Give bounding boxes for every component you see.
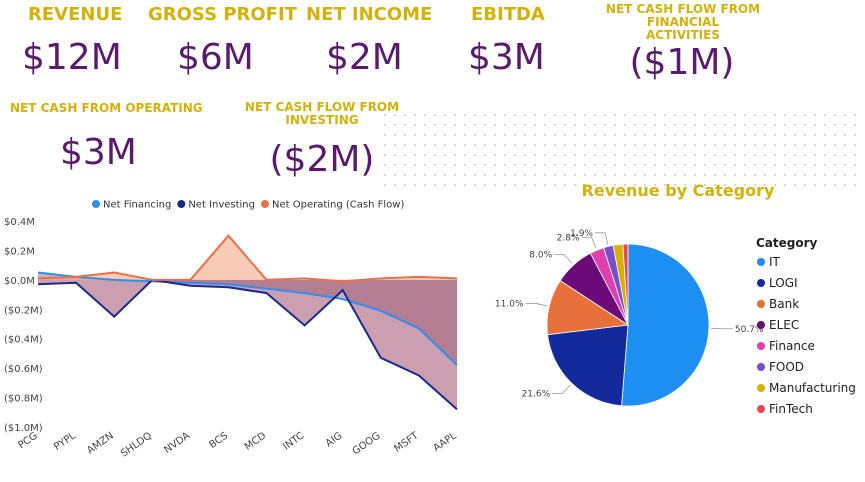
pie-label-finance: 2.8%	[557, 233, 580, 243]
x-tick-label: BCS	[207, 430, 230, 450]
legend-marker-manufacturing	[757, 384, 765, 392]
legend-label-finance: Finance	[769, 339, 815, 353]
net-cash-investing-label: NET CASH FLOW FROM INVESTING	[237, 100, 407, 128]
legend-label-fintech: FinTech	[769, 402, 813, 416]
legend-marker-bank	[757, 300, 765, 308]
pie-leader-logi	[552, 384, 571, 394]
pie-slice-elec	[559, 252, 630, 327]
pie-slice-logi	[547, 324, 629, 407]
net-cash-financial-label: NET CASH FLOW FROM FINANCIAL ACTIVITIES	[568, 2, 798, 43]
revenue-value: $12M	[22, 37, 122, 78]
legend-label-elec: ELEC	[769, 318, 799, 332]
pie-slice-it	[621, 243, 710, 407]
legend-title: Category	[756, 236, 818, 250]
net-cash-financial-label-line2: ACTIVITIES	[646, 28, 720, 43]
x-tick-label: MCD	[243, 430, 269, 453]
x-tick-label: PYPL	[52, 430, 78, 453]
pie-slice-food	[603, 244, 629, 326]
y-tick-label: ($0.4M)	[4, 335, 43, 346]
net-income-label: NET INCOME	[306, 4, 433, 25]
x-tick-label: AMZN	[85, 430, 116, 456]
ebitda-value: $3M	[468, 37, 545, 78]
legend-label-manufacturing: Manufacturing	[769, 381, 856, 395]
legend-marker-food	[757, 363, 765, 371]
net-cash-operating-label: NET CASH FROM OPERATING	[10, 101, 203, 115]
pie-leader-bank	[525, 302, 548, 307]
x-tick-label: MSFT	[392, 430, 421, 455]
legend-label-net-operating-cash-flow: Net Operating (Cash Flow)	[272, 200, 404, 211]
y-tick-label: ($1.0M)	[4, 423, 43, 434]
y-tick-label: $0.0M	[4, 276, 35, 287]
dotted-background	[380, 110, 860, 190]
pie-slice-finance	[589, 247, 629, 326]
legend-marker-net-operating-cash-flow	[261, 200, 269, 208]
y-tick-label: $0.2M	[4, 246, 35, 257]
legend-marker-logi	[757, 279, 765, 287]
legend-marker-it	[757, 258, 765, 266]
legend-label-bank: Bank	[769, 297, 799, 311]
net-financing-line	[37, 271, 458, 366]
legend-marker-net-financing	[92, 200, 100, 208]
net-income-value: $2M	[326, 37, 403, 78]
y-tick-label: ($0.8M)	[4, 394, 43, 405]
ebitda-label: EBITDA	[471, 4, 545, 25]
gross-profit-value: $6M	[177, 37, 254, 78]
net-cash-investing-value: ($2M)	[269, 139, 375, 180]
legend-marker-finance	[757, 342, 765, 350]
x-tick-label: AAPL	[431, 430, 459, 454]
pie-slice-bank	[546, 280, 630, 336]
net-operating-cash-flow-line	[37, 234, 458, 283]
y-tick-label: ($0.6M)	[4, 364, 43, 375]
x-tick-label: INTC	[281, 430, 306, 452]
y-tick-label: $0.4M	[4, 217, 35, 228]
net-cash-investing-label-line1: NET CASH FLOW FROM	[244, 100, 400, 114]
gross-profit-label: GROSS PROFIT	[148, 4, 297, 25]
net-cash-operating-value: $3M	[60, 132, 137, 173]
revenue-label: REVENUE	[28, 4, 123, 25]
legend-marker-elec	[757, 321, 765, 329]
pie-leader-food	[594, 232, 609, 245]
pie-label-food: 1.9%	[570, 229, 593, 239]
net-cash-investing-label-line2: INVESTING	[285, 113, 359, 128]
pie-label-it: 50.7%	[735, 325, 764, 335]
pie-slice-fintech	[622, 243, 629, 326]
x-tick-label: AIG	[324, 430, 345, 449]
legend-marker-fintech	[757, 405, 765, 413]
x-tick-label: NVDA	[162, 430, 192, 456]
pie-label-bank: 11.0%	[495, 299, 524, 309]
pie-leader-elec	[554, 254, 573, 264]
legend-label-it: IT	[769, 255, 781, 269]
legend-marker-net-investing	[177, 200, 186, 208]
x-tick-label: GOOG	[351, 430, 383, 457]
net-investing-area	[38, 279, 457, 410]
pie-label-elec: 8.0%	[529, 251, 552, 261]
legend-label-food: FOOD	[769, 360, 804, 374]
net-cash-financial-label-line1: NET CASH FLOW FROM FINANCIAL	[605, 2, 761, 30]
y-tick-label: ($0.2M)	[4, 305, 43, 316]
legend-label-net-investing: Net Investing	[188, 200, 255, 211]
net-investing-line	[37, 278, 458, 411]
pie-leader-finance	[581, 236, 597, 249]
net-cash-financial-value: ($1M)	[629, 42, 735, 83]
pie-slice-manufacturing	[612, 243, 629, 326]
x-tick-label: SHLDQ	[119, 430, 154, 459]
legend-label-net-financing: Net Financing	[103, 200, 171, 211]
pie-label-logi: 21.6%	[522, 389, 551, 399]
legend-label-logi: LOGI	[769, 276, 798, 290]
cash-flow-line-chart: $0.4M $0.2M $0.0M ($0.2M) ($0.4M) ($0.6M) ($0.…	[4, 200, 459, 460]
